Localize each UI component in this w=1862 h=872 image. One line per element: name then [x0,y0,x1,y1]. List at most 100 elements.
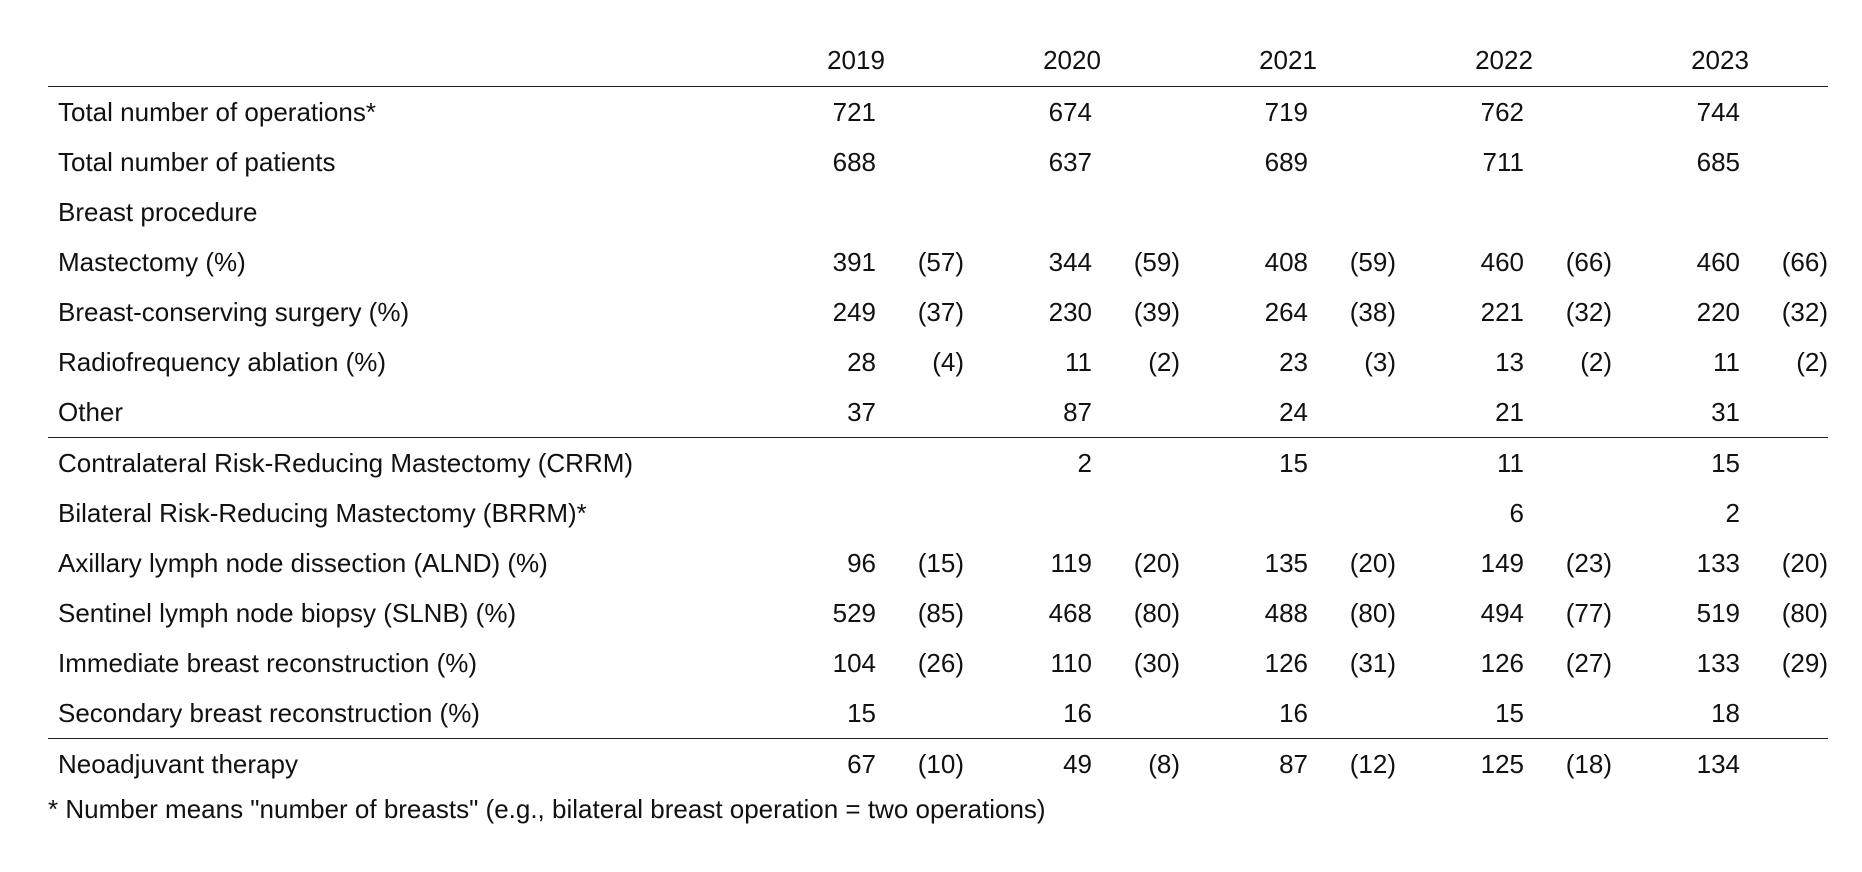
row-label: Neoadjuvant therapy [58,748,298,779]
count-cell: 230 [1048,296,1092,327]
percent-cell [876,488,964,538]
percent-cell: (32) [1565,296,1612,327]
row-label: Secondary breast reconstruction (%) [58,697,480,728]
count-cell: 721 [832,96,876,127]
percent-cell [1524,438,1612,489]
percent-cell [1308,187,1396,237]
count-cell [1180,187,1308,237]
percent-cell: (20) [1133,547,1180,578]
year-header: 2021 [1259,44,1317,75]
count-cell [748,488,876,538]
percent-cell: (77) [1565,597,1612,628]
count-cell: 221 [1480,296,1524,327]
count-cell: 15 [1711,447,1740,478]
percent-cell: (3) [1364,346,1396,377]
percent-cell: (10) [917,748,964,779]
percent-cell [1524,87,1612,138]
count-cell: 28 [847,346,876,377]
count-cell: 21 [1495,396,1524,427]
percent-cell [876,87,964,138]
count-cell [748,438,876,489]
footnote: * Number means "number of breasts" (e.g.… [48,794,1046,824]
count-cell: 744 [1696,96,1740,127]
count-cell: 16 [1279,697,1308,728]
percent-cell: (20) [1349,547,1396,578]
row-label: Breast-conserving surgery (%) [58,296,410,327]
table-row: Neoadjuvant therapy 67 (10) 49 (8) 87 (12) 125 (… [48,739,1828,790]
percent-cell: (39) [1133,296,1180,327]
count-cell: 2 [1077,447,1092,478]
percent-cell [1740,387,1828,438]
percent-cell: (23) [1565,547,1612,578]
table-row: Axillary lymph node dissection (ALND) (%… [48,538,1828,588]
table-row: Bilateral Risk-Reducing Mastectomy (BRRM… [48,488,1828,538]
percent-cell [1092,87,1180,138]
count-cell: 126 [1264,647,1308,678]
count-cell: 15 [1279,447,1308,478]
count-cell: 11 [1713,346,1740,377]
count-cell: 688 [832,146,876,177]
count-cell: 468 [1048,597,1092,628]
year-header: 2019 [827,44,885,75]
percent-cell [1308,137,1396,187]
count-cell: 719 [1264,96,1308,127]
percent-cell: (37) [917,296,964,327]
year-header: 2022 [1475,44,1533,75]
count-cell: 31 [1711,396,1740,427]
percent-cell [876,137,964,187]
year-header: 2023 [1691,44,1749,75]
count-cell [1612,187,1740,237]
percent-cell [1524,387,1612,438]
percent-cell [876,387,964,438]
row-label: Contralateral Risk-Reducing Mastectomy (… [58,447,634,478]
row-label: Bilateral Risk-Reducing Mastectomy (BRRM… [58,497,587,528]
percent-cell: (2) [1580,346,1612,377]
count-cell: 460 [1480,246,1524,277]
percent-cell: (27) [1565,647,1612,678]
table-row: Other 37 87 24 21 31 [48,387,1828,438]
percent-cell [1740,137,1828,187]
count-cell: 344 [1048,246,1092,277]
count-cell: 16 [1063,697,1092,728]
count-cell: 264 [1264,296,1308,327]
percent-cell: (12) [1349,748,1396,779]
count-cell: 37 [847,396,876,427]
count-cell: 119 [1050,547,1092,578]
count-cell: 689 [1264,146,1308,177]
count-cell: 149 [1480,547,1524,578]
percent-cell: (2) [1148,346,1180,377]
percent-cell [876,438,964,489]
percent-cell: (66) [1781,246,1828,277]
percent-cell: (57) [917,246,964,277]
table-row: Breast-conserving surgery (%) 249 (37) 230 (… [48,287,1828,337]
percent-cell: (18) [1565,748,1612,779]
percent-cell [1092,488,1180,538]
row-label: Immediate breast reconstruction (%) [58,647,478,678]
table-row: Mastectomy (%) 391 (57) 344 (59) 408 (59) 460 (6… [48,237,1828,287]
count-cell: 519 [1696,597,1740,628]
percent-cell [1740,187,1828,237]
percent-cell: (80) [1349,597,1396,628]
count-cell: 104 [832,647,876,678]
count-cell: 249 [832,296,876,327]
percent-cell [1740,488,1828,538]
percent-cell [1740,87,1828,138]
count-cell: 685 [1696,146,1740,177]
count-cell: 126 [1480,647,1524,678]
percent-cell [1308,87,1396,138]
header-row: 2019 2020 2021 2022 2023 [48,34,1828,87]
percent-cell [1092,438,1180,489]
surgery-statistics-table: 2019 2020 2021 2022 2023 Total number of… [48,34,1828,789]
percent-cell [1740,739,1828,790]
count-cell: 87 [1279,748,1308,779]
percent-cell [1092,187,1180,237]
percent-cell: (8) [1148,748,1180,779]
count-cell: 67 [847,748,876,779]
table-row: Secondary breast reconstruction (%) 15 16 1… [48,688,1828,739]
count-cell: 637 [1048,146,1092,177]
count-cell: 11 [1497,447,1524,478]
count-cell: 15 [1495,697,1524,728]
percent-cell: (80) [1781,597,1828,628]
percent-cell [1092,688,1180,739]
count-cell: 488 [1264,597,1308,628]
